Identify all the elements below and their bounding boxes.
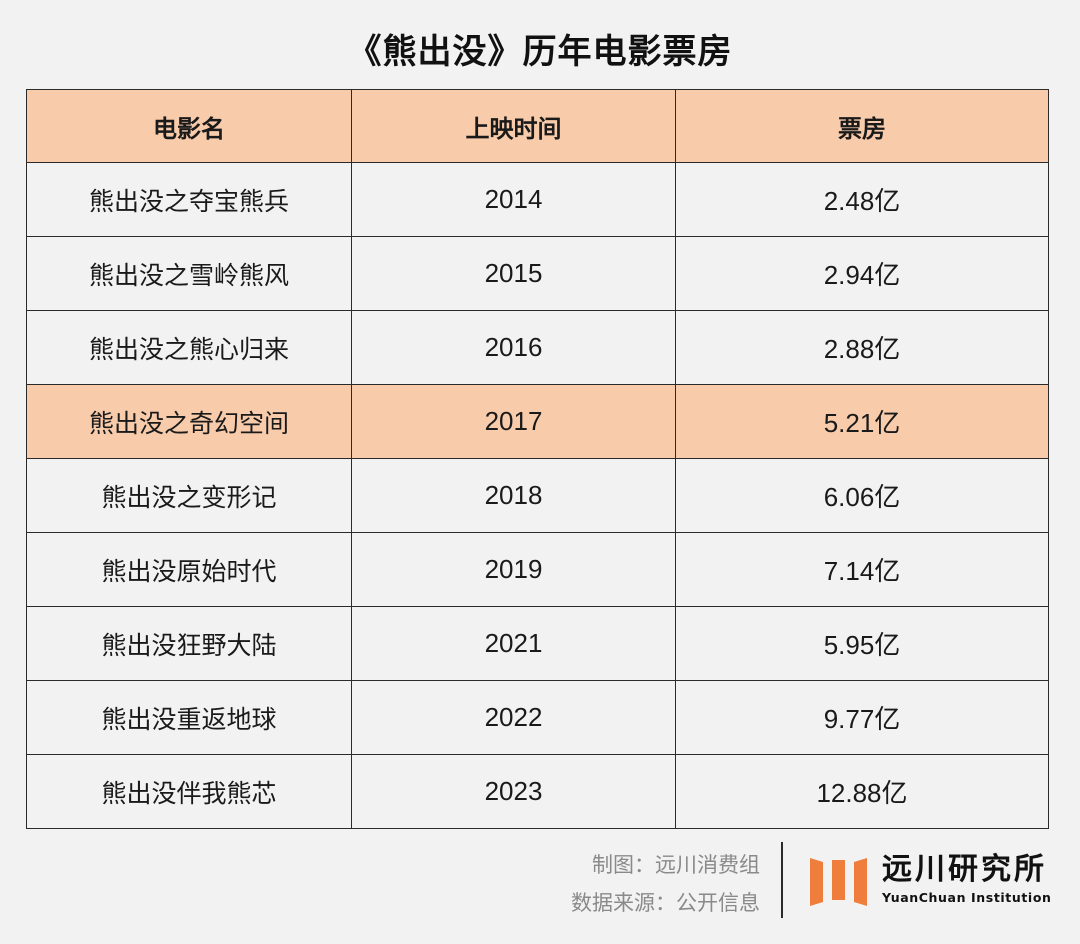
- cell-box-office: 2.48亿: [675, 162, 1049, 237]
- cell-box-office: 5.21亿: [675, 384, 1049, 459]
- table-row: 熊出没之变形记 2018 6.06亿: [26, 458, 1049, 533]
- table-row: 熊出没原始时代 2019 7.14亿: [26, 532, 1049, 607]
- cell-movie-name: 熊出没之变形记: [26, 458, 352, 533]
- chart-maker-credit: 制图：远川消费组: [592, 853, 760, 877]
- table-row: 熊出没之夺宝熊兵 2014 2.48亿: [26, 162, 1049, 237]
- cell-box-office: 6.06亿: [675, 458, 1049, 533]
- box-office-table: 电影名 上映时间 票房 熊出没之夺宝熊兵 2014 2.48亿 熊出没之雪岭熊风 201…: [26, 89, 1049, 829]
- cell-movie-name: 熊出没重返地球: [26, 680, 352, 755]
- logo-text-en: YuanChuan Institution: [882, 890, 1052, 905]
- cell-release-year: 2022: [351, 680, 676, 755]
- column-header-movie-name: 电影名: [26, 89, 352, 163]
- footer-divider: [781, 842, 783, 918]
- table-row: 熊出没之熊心归来 2016 2.88亿: [26, 310, 1049, 385]
- cell-movie-name: 熊出没之夺宝熊兵: [26, 162, 352, 237]
- table-row: 熊出没伴我熊芯 2023 12.88亿: [26, 754, 1049, 829]
- credits: 制图：远川消费组 数据来源：公开信息: [571, 846, 760, 922]
- cell-release-year: 2023: [351, 754, 676, 829]
- yuanchuan-logo-icon: [810, 858, 867, 906]
- cell-release-year: 2018: [351, 458, 676, 533]
- cell-release-year: 2019: [351, 532, 676, 607]
- footer: 制图：远川消费组 数据来源：公开信息 远川研究所 YuanChuan Insti…: [0, 842, 1080, 922]
- cell-release-year: 2017: [351, 384, 676, 459]
- column-header-box-office: 票房: [675, 89, 1049, 163]
- logo-text-cn: 远川研究所: [882, 852, 1047, 887]
- table-row: 熊出没之奇幻空间 2017 5.21亿: [26, 384, 1049, 459]
- table-row: 熊出没之雪岭熊风 2015 2.94亿: [26, 236, 1049, 311]
- cell-box-office: 5.95亿: [675, 606, 1049, 681]
- table-row: 熊出没重返地球 2022 9.77亿: [26, 680, 1049, 755]
- cell-release-year: 2016: [351, 310, 676, 385]
- cell-movie-name: 熊出没之奇幻空间: [26, 384, 352, 459]
- cell-release-year: 2021: [351, 606, 676, 681]
- cell-release-year: 2015: [351, 236, 676, 311]
- cell-box-office: 12.88亿: [675, 754, 1049, 829]
- page-title: 《熊出没》历年电影票房: [347, 32, 733, 72]
- cell-movie-name: 熊出没之雪岭熊风: [26, 236, 352, 311]
- cell-box-office: 2.88亿: [675, 310, 1049, 385]
- data-source-credit: 数据来源：公开信息: [571, 891, 760, 915]
- table-row: 熊出没狂野大陆 2021 5.95亿: [26, 606, 1049, 681]
- cell-movie-name: 熊出没之熊心归来: [26, 310, 352, 385]
- cell-box-office: 7.14亿: [675, 532, 1049, 607]
- column-header-release-year: 上映时间: [351, 89, 676, 163]
- cell-movie-name: 熊出没原始时代: [26, 532, 352, 607]
- table-header-row: 电影名 上映时间 票房: [26, 89, 1049, 163]
- cell-box-office: 9.77亿: [675, 680, 1049, 755]
- cell-movie-name: 熊出没伴我熊芯: [26, 754, 352, 829]
- cell-movie-name: 熊出没狂野大陆: [26, 606, 352, 681]
- cell-release-year: 2014: [351, 162, 676, 237]
- cell-box-office: 2.94亿: [675, 236, 1049, 311]
